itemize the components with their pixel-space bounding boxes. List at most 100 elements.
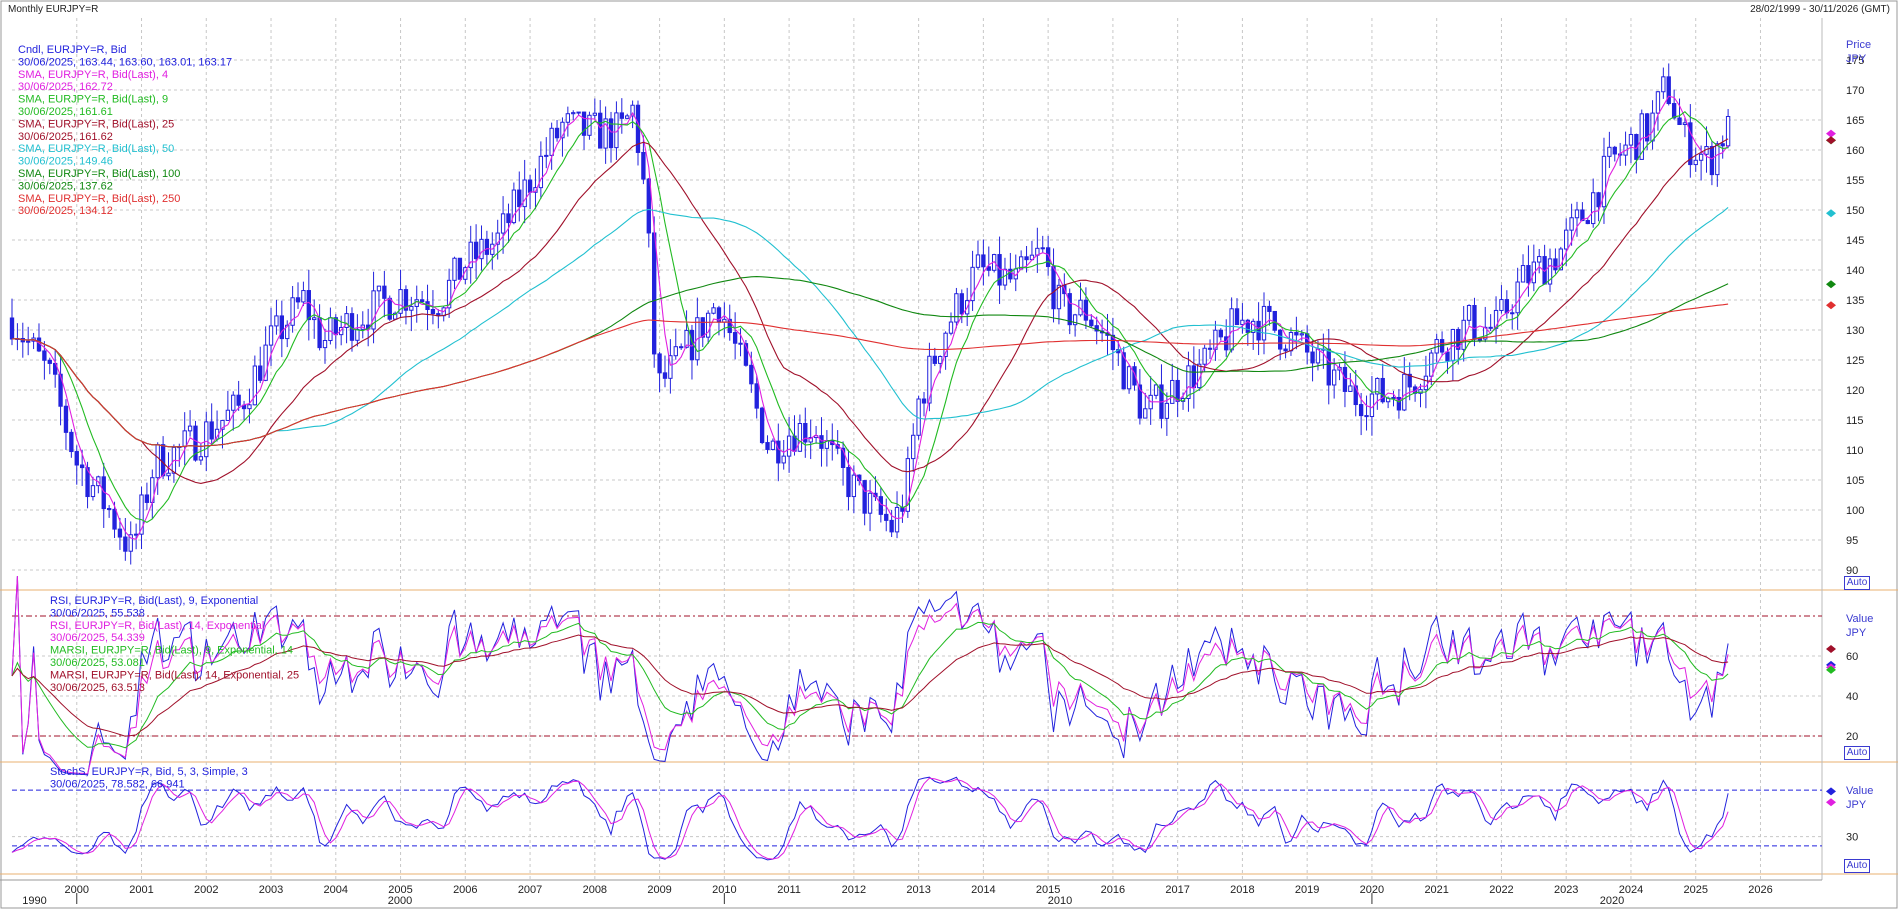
price-y-tick-label: 165 [1846,115,1864,127]
candle-body [840,447,846,468]
candle-body [1477,338,1483,341]
candle-body [1002,268,1008,286]
rsi-legend-text: RSI, EURJPY=R, Bid(Last), 14, Exponentia… [50,620,264,632]
candle-body [1709,146,1715,176]
candle-body [198,456,204,461]
candle-body [1186,365,1191,400]
x-tick-label: 2005 [388,884,412,896]
candle-body [220,419,225,430]
candle-body [1601,155,1607,208]
rsi-auto-scale-button[interactable]: Auto [1844,746,1870,760]
candle-body [1682,122,1688,126]
candle-body [479,238,484,260]
candle-body [1596,192,1601,208]
price-y-tick-label: 125 [1846,355,1864,367]
candle-body [430,309,436,315]
price-y-tick-label: 170 [1846,85,1864,97]
x-tick-label: 2011 [777,884,801,896]
x-tick-label: 2012 [842,884,866,896]
candle-body [204,421,209,458]
candle-body [1628,133,1634,146]
candle-body [1369,393,1375,418]
candle-body [862,480,867,514]
candle-body [884,513,889,521]
x-tick-label: 2021 [1424,884,1448,896]
sma-9-line [11,110,1729,524]
price-y-tick-label: 140 [1846,265,1864,277]
price-y-tick-label: 120 [1846,385,1864,397]
x-tick-label: 2015 [1036,884,1060,896]
candle-body [1353,385,1358,406]
candle-body [511,189,517,224]
candle-body [975,254,981,268]
candle-body [1418,389,1423,394]
candle-body [409,305,414,311]
candle-body [85,467,90,498]
x-tick-label: 2001 [129,884,153,896]
price-legend-text: SMA, EURJPY=R, Bid(Last), 100 [18,168,180,180]
candle-body [268,325,274,346]
candle-body [382,285,387,299]
stoch-auto-scale-button[interactable]: Auto [1844,859,1870,873]
price-auto-scale-button[interactable]: Auto [1844,576,1870,590]
candle-body [749,364,754,385]
candle-body [58,373,63,407]
price-y-tick-label: 110 [1846,445,1864,457]
candle-body [1499,299,1504,311]
candle-body [160,444,166,477]
candle-body [1456,328,1461,350]
candle-body [500,213,506,234]
candle-body [1045,247,1051,268]
candle-body [652,232,657,355]
candle-body [1240,319,1245,326]
rsi-y-tick-label: 40 [1846,691,1858,703]
candle-body [123,536,128,552]
candle-body [187,425,193,432]
x-tick-label: 2009 [647,884,671,896]
candle-body [112,508,117,530]
price-y-tick-label: 135 [1846,295,1864,307]
candle-body [705,312,711,338]
candle-body [754,383,759,409]
candle-body [549,127,554,156]
candle-body [1164,402,1170,419]
candle-body [678,346,684,349]
x-tick-label: 2006 [453,884,477,896]
candle-body [106,508,112,511]
rsi-legend-text: 30/06/2025, 55.538 [50,607,145,619]
candle-body [635,104,641,153]
candle-body [506,213,511,224]
x-tick-label: 2008 [583,884,607,896]
candle-body [927,355,932,404]
price-y-tick-label: 130 [1846,325,1864,337]
x-tick-label: 2017 [1165,884,1189,896]
candle-body [133,533,139,536]
candle-body [576,111,581,114]
candle-body [727,318,732,334]
date-range: 28/02/1999 - 30/11/2026 (GMT) [1750,4,1890,15]
price-legend-text: 30/06/2025, 161.61 [18,106,113,118]
rsi-legend-text: MARSI, EURJPY=R, Bid(Last), 9, Exponenti… [50,645,293,657]
candle-body [1056,284,1062,310]
price-y-tick-label: 145 [1846,235,1864,247]
candle-body [1110,334,1116,351]
candle-body [90,485,96,498]
candle-body [1310,351,1315,364]
candle-body [312,317,317,321]
candle-body [1391,396,1396,399]
candle-body [1234,308,1240,326]
x-tick-label: 2016 [1101,884,1125,896]
candle-body [1612,146,1617,155]
chart-title: Monthly EURJPY=R [8,4,99,15]
candle-body [74,451,79,466]
candle-body [69,431,74,453]
candle-body [646,178,651,234]
candle-body [1024,256,1029,261]
candle-body [1272,310,1277,331]
price-legend-text: 30/06/2025, 134.12 [18,205,113,217]
candle-body [457,257,463,280]
decade-label: 2020 [1600,895,1624,907]
price-legend-text: Cndl, EURJPY=R, Bid [18,44,127,56]
candle-body [517,189,522,208]
